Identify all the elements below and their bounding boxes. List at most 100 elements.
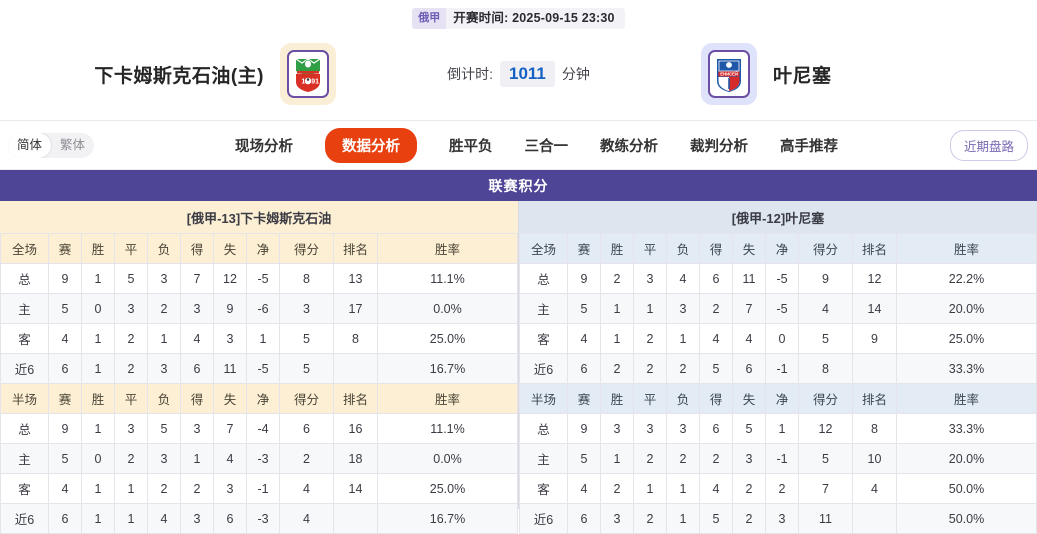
col-goal-diff: 净 [765, 383, 799, 414]
tab-live-analysis[interactable]: 现场分析 [235, 138, 293, 155]
cell-played: 4 [48, 323, 82, 354]
cell-played: 9 [48, 263, 82, 294]
row-label: 主 [0, 443, 49, 474]
cell-played: 6 [48, 353, 82, 384]
tab-expert-picks[interactable]: 高手推荐 [780, 138, 838, 155]
away-team-name: 叶尼塞 [773, 65, 832, 87]
countdown-unit: 分钟 [561, 66, 590, 82]
cell-pts: 5 [279, 353, 334, 384]
row-label: 客 [519, 323, 568, 354]
cell-rank: 17 [333, 293, 378, 324]
cell-wr: 33.3% [896, 353, 1037, 384]
tab-coach-analysis[interactable]: 教练分析 [600, 138, 658, 155]
col-halfgame: 半场 [519, 383, 568, 414]
table-row: 客 4 1 2 1 4 4 0 5 9 25.0% [519, 323, 1037, 354]
cell-gd: -5 [765, 293, 799, 324]
col-goals-against: 失 [213, 233, 247, 264]
cell-loss: 3 [147, 353, 181, 384]
col-points: 得分 [279, 233, 334, 264]
col-goal-diff: 净 [765, 233, 799, 264]
col-win-rate: 胜率 [896, 233, 1037, 264]
cell-gf: 5 [699, 503, 733, 534]
table-row: 主 5 0 3 2 3 9 -6 3 17 0.0% [0, 293, 518, 324]
cell-wr: 50.0% [896, 473, 1037, 504]
cell-played: 4 [48, 473, 82, 504]
table-row: 近6 6 3 2 1 5 2 3 11 50.0% [519, 503, 1037, 534]
col-goals-for: 得 [699, 383, 733, 414]
cell-gd: -1 [765, 443, 799, 474]
table-row: 主 5 1 1 3 2 7 -5 4 14 20.0% [519, 293, 1037, 324]
cell-wr: 33.3% [896, 413, 1037, 444]
col-played: 赛 [48, 233, 82, 264]
away-team-block[interactable]: ЕНИСЕЙ 叶尼塞 [697, 43, 1007, 105]
cell-win: 3 [600, 413, 634, 444]
cell-ga: 4 [732, 323, 766, 354]
cell-loss: 3 [666, 413, 700, 444]
cell-win: 1 [81, 413, 115, 444]
col-loss: 负 [147, 383, 181, 414]
col-win: 胜 [600, 383, 634, 414]
row-label: 总 [0, 263, 49, 294]
countdown: 倒计时: 1011 分钟 [340, 61, 697, 87]
cell-played: 6 [567, 503, 601, 534]
cell-gf: 3 [180, 413, 214, 444]
col-points: 得分 [798, 383, 853, 414]
col-played: 赛 [48, 383, 82, 414]
cell-win: 2 [600, 473, 634, 504]
col-goals-for: 得 [180, 383, 214, 414]
cell-played: 5 [48, 443, 82, 474]
lang-option-simplified[interactable]: 简体 [8, 132, 52, 158]
cell-gf: 4 [699, 473, 733, 504]
table-row: 主 5 1 2 2 2 3 -1 5 10 20.0% [519, 443, 1037, 474]
cell-gd: 3 [765, 503, 799, 534]
cell-draw: 3 [633, 263, 667, 294]
cell-gf: 2 [699, 293, 733, 324]
cell-loss: 5 [147, 413, 181, 444]
col-draw: 平 [633, 233, 667, 264]
home-team-name: 下卡姆斯克石油(主) [94, 65, 264, 87]
cell-win: 2 [600, 353, 634, 384]
cell-gd: -5 [246, 263, 280, 294]
col-goals-against: 失 [213, 383, 247, 414]
cell-pts: 7 [798, 473, 853, 504]
match-header: 俄甲 开赛时间: 2025-09-15 23:30 下卡姆斯克石油(主) 19 … [0, 0, 1037, 121]
cell-rank: 14 [852, 293, 897, 324]
cell-draw: 3 [114, 413, 148, 444]
league-badge: 俄甲 [412, 8, 447, 29]
cell-win: 1 [600, 293, 634, 324]
tab-win-draw-loss[interactable]: 胜平负 [449, 138, 493, 155]
cell-ga: 2 [732, 503, 766, 534]
col-goals-for: 得 [180, 233, 214, 264]
cell-played: 5 [567, 443, 601, 474]
language-toggle[interactable]: 简体 繁体 [8, 132, 95, 158]
cell-ga: 11 [732, 263, 766, 294]
cell-pts: 5 [279, 323, 334, 354]
cell-draw: 3 [114, 293, 148, 324]
cell-win: 0 [81, 293, 115, 324]
tab-data-analysis[interactable]: 数据分析 [325, 127, 417, 163]
cell-draw: 2 [114, 443, 148, 474]
cell-loss: 4 [147, 503, 181, 534]
cell-pts: 3 [279, 293, 334, 324]
cell-ga: 7 [213, 413, 247, 444]
home-fullgame-header-row: 全场 赛 胜 平 负 得 失 净 得分 排名 胜率 [0, 233, 518, 264]
table-row: 客 4 1 2 1 4 3 1 5 8 25.0% [0, 323, 518, 354]
tab-three-in-one[interactable]: 三合一 [524, 138, 569, 155]
cell-win: 3 [600, 503, 634, 534]
cell-draw: 1 [114, 473, 148, 504]
home-team-block[interactable]: 下卡姆斯克石油(主) 19 91 [30, 43, 340, 105]
tab-referee-analysis[interactable]: 裁判分析 [690, 138, 748, 155]
row-label: 总 [519, 263, 568, 294]
cell-loss: 3 [147, 443, 181, 474]
cell-wr: 50.0% [896, 503, 1037, 534]
col-win: 胜 [81, 233, 115, 264]
cell-gf: 4 [699, 323, 733, 354]
recent-odds-button[interactable]: 近期盘路 [949, 129, 1028, 161]
lang-option-traditional[interactable]: 繁体 [60, 137, 86, 152]
kickoff-time: 开赛时间: 2025-09-15 23:30 [446, 8, 624, 29]
away-team-crest-icon: ЕНИСЕЙ [717, 59, 741, 92]
cell-draw: 2 [633, 353, 667, 384]
row-label: 主 [519, 443, 568, 474]
cell-played: 9 [567, 413, 601, 444]
table-row: 主 5 0 2 3 1 4 -3 2 18 0.0% [0, 443, 518, 474]
